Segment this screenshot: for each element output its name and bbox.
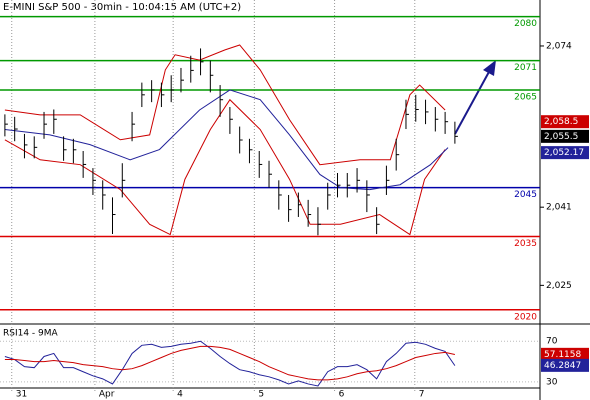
last-value-label: 2,058.5 (544, 117, 578, 127)
overlay-line (4, 89, 449, 191)
last-value-label: 2,052.17 (544, 148, 584, 158)
overlay-line (4, 98, 446, 236)
last-value-box (541, 146, 589, 160)
trend-arrow (454, 60, 496, 135)
level-label: 2065 (514, 92, 537, 102)
y-tick-label: 2,074 (546, 41, 572, 51)
last-value-box (541, 358, 589, 372)
y-tick-label: 2,041 (546, 203, 572, 213)
x-tick-label: 5 (258, 390, 264, 400)
rsi-line (4, 340, 456, 387)
y-tick-label: 70 (546, 337, 558, 347)
last-value-label: 46.2847 (544, 361, 581, 371)
x-tick-label: 4 (177, 390, 183, 400)
level-label: 2020 (514, 312, 537, 322)
x-tick-label: 6 (339, 390, 345, 400)
level-label: 2035 (514, 239, 537, 249)
x-tick-label: Apr (99, 390, 115, 400)
last-value-label: 57.1158 (544, 350, 581, 360)
last-value-box (541, 115, 589, 129)
chart-title: E-MINI S&P 500 - 30min - 10:04:15 AM (UT… (3, 2, 241, 13)
last-value-box (541, 347, 589, 361)
y-tick-label: 30 (546, 377, 558, 387)
last-value-label: 2,055.5 (544, 132, 578, 142)
level-label: 2071 (514, 63, 537, 73)
last-value-box (541, 129, 589, 143)
y-tick-label: 2,025 (546, 281, 572, 291)
rsi-title: RSI14 - 9MA (3, 329, 59, 339)
x-tick-label: 31 (16, 390, 27, 400)
level-label: 2080 (514, 19, 537, 29)
rsi-line (4, 345, 455, 381)
level-label: 2045 (514, 190, 537, 200)
overlay-line (4, 44, 446, 166)
x-tick-label: 7 (419, 390, 425, 400)
